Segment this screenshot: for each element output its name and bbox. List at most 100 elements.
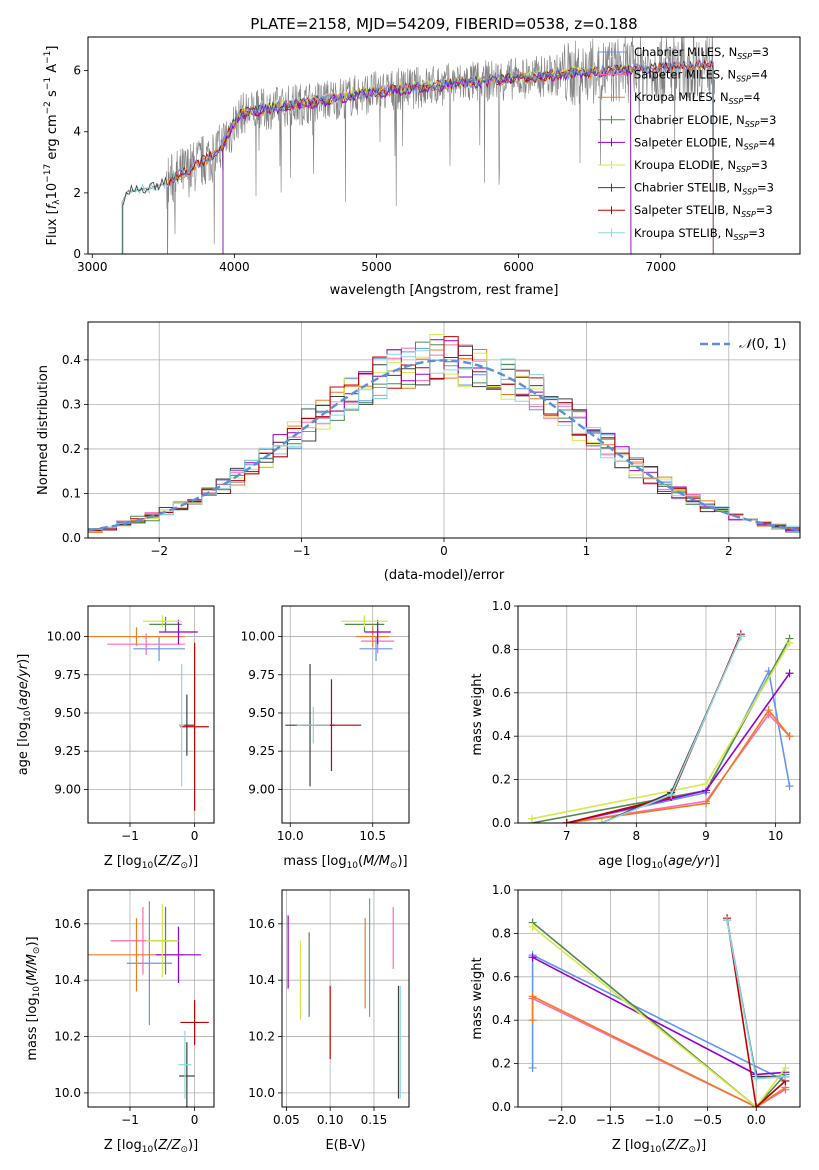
weight-marker bbox=[528, 922, 537, 931]
axes-massweight_vs_age bbox=[518, 605, 800, 824]
y-tick-label: 10.0 bbox=[248, 1086, 275, 1100]
y-tick-label: 1.0 bbox=[492, 599, 511, 613]
legend-entry: Salpeter STELIB, NSSP=3 bbox=[634, 203, 773, 219]
x-tick-label: 4000 bbox=[219, 260, 250, 274]
weight-marker bbox=[562, 819, 571, 823]
axis-massweight_vs_Z: −2.0 −1.5 −1.0 −0.5 0.0 0.0 0.2 0.4 0.6 0.8 1.0 Z [… bbox=[470, 883, 801, 1155]
axis-massweight_vs_age: 7 8 9 10 0.0 0.2 0.4 0.6 0.8 1.0 age [log10(age/yr… bbox=[470, 599, 801, 871]
errorbar-kroupa_elodie bbox=[146, 904, 179, 978]
y-axis-label: Flux [fλ10−17 erg cm−2 s−1 A−1] bbox=[43, 46, 62, 246]
x-axis-label: E(B-V) bbox=[325, 1138, 365, 1153]
x-axis-label: mass [log10(M/M⊙)] bbox=[283, 854, 407, 871]
residual-legend: 𝒩(0, 1) bbox=[700, 337, 786, 352]
x-tick-label: −1 bbox=[293, 544, 311, 558]
y-tick-label: 9.00 bbox=[54, 782, 81, 796]
weights-chabrier_miles bbox=[562, 667, 794, 823]
x-tick-label: 0 bbox=[440, 544, 448, 558]
legend-entry: Kroupa STELIB, NSSP=3 bbox=[634, 226, 765, 242]
axis-residuals: −2 −1 0 1 2 0.0 0.1 0.2 0.3 0.4 (data-model)/error… bbox=[36, 321, 801, 583]
y-tick-label: 0.0 bbox=[492, 816, 511, 830]
x-tick-label: 2 bbox=[725, 544, 733, 558]
weight-marker bbox=[527, 814, 536, 823]
weight-marker bbox=[764, 706, 773, 715]
weight-marker bbox=[597, 819, 606, 823]
x-tick-label: 9 bbox=[702, 829, 710, 843]
y-tick-label: 9.50 bbox=[248, 706, 275, 720]
y-tick-label: 9.25 bbox=[248, 744, 275, 758]
weights-salpeter_miles bbox=[562, 710, 794, 823]
y-tick-label: 10.2 bbox=[248, 1030, 275, 1044]
errorbar-kroupa_stelib bbox=[178, 1030, 192, 1099]
axis-age_vs_mass: 10.0 10.5 9.00 9.25 9.50 9.75 10.00 mass [log10… bbox=[241, 605, 410, 871]
weight-marker bbox=[702, 799, 710, 808]
x-tick-label: 10 bbox=[768, 829, 783, 843]
y-axis-label: age [log10(age/yr)] bbox=[16, 654, 33, 776]
errorbar-kroupa_elodie bbox=[341, 615, 388, 628]
plot-area-massweight_vs_age bbox=[527, 630, 794, 823]
y-tick-label: 0.3 bbox=[62, 397, 81, 411]
x-tick-label: 0.15 bbox=[361, 1113, 388, 1127]
weight-marker bbox=[785, 638, 794, 647]
model-line-chabrier_miles bbox=[167, 59, 714, 254]
histogram-kroupa_stelib bbox=[88, 350, 800, 533]
y-tick-label: 0.4 bbox=[492, 729, 511, 743]
plot-area-age_vs_mass bbox=[285, 615, 395, 787]
plot-area-residuals bbox=[88, 334, 800, 533]
weight-marker bbox=[528, 992, 537, 1001]
y-tick-label: 0.4 bbox=[62, 353, 81, 367]
model-line-salpeter_elodie bbox=[222, 66, 632, 254]
y-tick-label: 0.8 bbox=[492, 642, 511, 656]
axes-spectrum bbox=[121, 37, 715, 254]
axes-mass_vs_Z bbox=[88, 890, 214, 1107]
y-tick-label: 0.6 bbox=[492, 686, 511, 700]
plot-area-mass_vs_Z bbox=[88, 901, 209, 1107]
y-tick-label: 0.2 bbox=[492, 773, 511, 787]
x-axis-label: Z [log10(Z/Z⊙)] bbox=[104, 854, 198, 871]
x-tick-label: 0.10 bbox=[317, 1113, 344, 1127]
x-tick-label: −2 bbox=[150, 544, 168, 558]
y-tick-label: 2 bbox=[73, 186, 81, 200]
x-axis-label: age [log10(age/yr)] bbox=[598, 854, 720, 871]
y-tick-label: 0.0 bbox=[62, 531, 81, 545]
errorbar-kroupa_stelib bbox=[179, 664, 185, 787]
x-tick-label: −2.0 bbox=[547, 1113, 576, 1127]
spectrum-data-line bbox=[121, 37, 715, 254]
weight-marker bbox=[667, 790, 676, 799]
weight-marker bbox=[752, 1074, 761, 1083]
y-tick-label: 10.4 bbox=[54, 973, 81, 987]
weight-marker bbox=[752, 1103, 761, 1107]
errorbar-salpeter_elodie bbox=[364, 619, 391, 645]
x-tick-label: −1 bbox=[121, 1113, 139, 1127]
x-tick-label: 7 bbox=[563, 829, 571, 843]
x-axis-label: wavelength [Angstrom, rest frame] bbox=[330, 283, 559, 298]
y-tick-label: 6 bbox=[73, 64, 81, 78]
x-tick-label: −0.5 bbox=[693, 1113, 722, 1127]
y-tick-label: 0.0 bbox=[492, 1100, 511, 1114]
axes-age_vs_Z bbox=[88, 606, 214, 823]
axis-age_vs_Z: −1 0 9.00 9.25 9.50 9.75 10.00 Z [log10(Z/Z⊙)] a… bbox=[16, 605, 215, 871]
y-tick-label: 0.1 bbox=[62, 486, 81, 500]
y-tick-label: 10.6 bbox=[54, 917, 81, 931]
axes-frame bbox=[87, 36, 801, 255]
errorbar-salpeter_elodie bbox=[159, 619, 198, 645]
y-axis-label: mass [log10(M/M⊙)] bbox=[25, 936, 42, 1060]
x-tick-label: −1.5 bbox=[596, 1113, 625, 1127]
legend-entry: Kroupa ELODIE, NSSP=3 bbox=[634, 158, 768, 174]
errorbar-chabrier_miles bbox=[126, 901, 172, 1026]
weight-marker bbox=[785, 669, 794, 678]
y-axis-label: mass weight bbox=[470, 673, 485, 755]
x-tick-label: 6000 bbox=[503, 260, 534, 274]
x-tick-label: 1 bbox=[583, 544, 591, 558]
x-axis-label: (data-model)/error bbox=[384, 568, 505, 583]
axis-mass_vs_ebv: 0.05 0.10 0.15 10.0 10.2 10.4 10.6 E(B-V) bbox=[248, 889, 410, 1153]
model-line-chabrier_elodie bbox=[222, 65, 632, 254]
errorbar-kroupa_stelib bbox=[296, 706, 330, 744]
weight-marker bbox=[528, 1063, 537, 1072]
y-tick-label: 4 bbox=[73, 125, 81, 139]
weights-chabrier_elodie bbox=[527, 634, 794, 823]
figure-title: PLATE=2158, MJD=54209, FIBERID=0538, z=0… bbox=[250, 15, 637, 33]
axes-residuals bbox=[88, 322, 800, 539]
weight-marker bbox=[702, 779, 710, 788]
errorbar-kroupa_miles bbox=[356, 625, 390, 648]
